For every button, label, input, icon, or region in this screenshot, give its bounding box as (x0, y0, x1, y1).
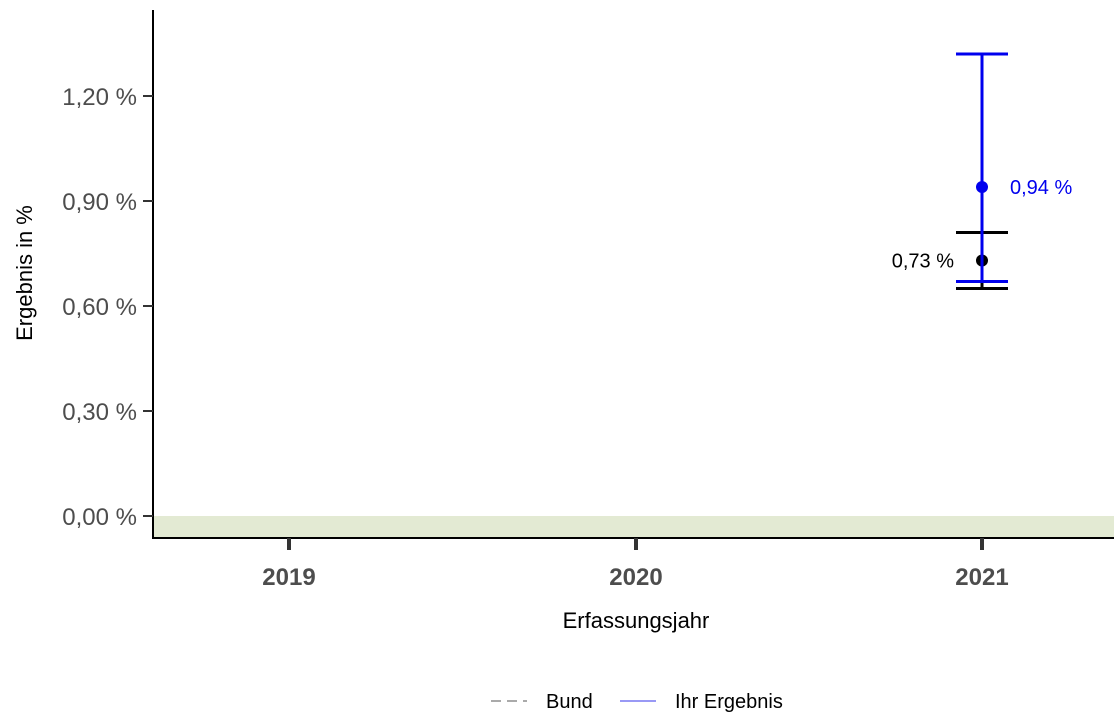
y-tick-label: 0,90 % (62, 189, 137, 216)
legend: Bund Ihr Ergebnis (491, 691, 783, 713)
x-tick-label: 2021 (955, 564, 1008, 591)
y-tick-label: 0,30 % (62, 399, 137, 426)
bund-data-label: 0,73 % (892, 251, 954, 273)
y-tick-label: 0,00 % (62, 504, 137, 531)
x-axis-title: Erfassungsjahr (563, 608, 710, 633)
y-axis-title: Ergebnis in % (12, 205, 37, 341)
ihr-ergebnis-data-label: 0,94 % (1010, 177, 1072, 199)
y-tick-label: 1,20 % (62, 84, 137, 111)
legend-label-ihr-ergebnis: Ihr Ergebnis (675, 691, 783, 713)
x-tick-label: 2020 (609, 564, 662, 591)
y-tick-label: 0,60 % (62, 294, 137, 321)
reference-band (153, 516, 1114, 538)
x-tick-label: 2019 (262, 564, 315, 591)
legend-label-bund: Bund (546, 691, 593, 713)
ihr-ergebnis-point (976, 181, 988, 193)
